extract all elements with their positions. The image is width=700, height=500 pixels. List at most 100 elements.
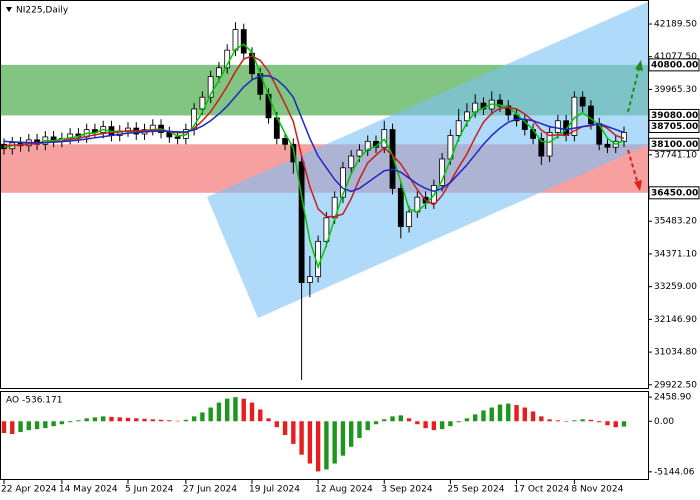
candle-body [216,67,222,78]
ao-bar [258,409,263,422]
indicator-name: AO [6,396,19,406]
ao-bar [92,417,98,422]
ao-bar [266,418,271,422]
symbol-icon [6,7,12,12]
level-text: 38705.00 [651,122,698,132]
ao-bar [555,420,561,422]
ao-bar [506,403,511,422]
ao-bar [233,397,238,422]
arrow-up [627,67,640,113]
candle-body [348,155,355,169]
ao-bar [225,398,230,422]
candle-body [554,120,561,133]
x-tick-label: 22 Apr 2024 [1,485,57,495]
ao-bar [514,405,519,422]
ao-bar [315,421,321,472]
ao-bar [43,421,48,429]
ao-bar [175,420,180,422]
candle-body [621,132,627,142]
y-tick-label: 29922.50 [654,380,697,390]
level-label: 38705.00 [648,119,700,133]
x-tick-label: 14 May 2024 [59,485,118,495]
candle-body [579,96,586,107]
ao-bar [1,421,7,434]
level-box [648,58,700,72]
ao-bar [357,421,362,438]
ao-bar [365,421,370,431]
x-tick-label: 5 Jun 2024 [125,485,174,495]
moving-average [3,74,625,193]
candle-body [166,132,173,138]
ao-bar [117,417,122,422]
candle-body [323,217,330,242]
level-box [648,119,700,133]
candle-body [497,99,503,107]
ao-bar [473,414,478,422]
ao-bar [134,418,139,422]
candle-body [298,161,305,283]
level-text: 38100.00 [651,140,698,150]
y-tick-label: 39965.30 [654,85,697,95]
ao-bar [125,417,131,422]
y-tick-label: 41077.50 [654,52,697,62]
candle-body [397,187,404,228]
ao-bar [191,416,197,422]
ao-bar [299,421,304,455]
ao-bar [340,421,346,456]
arrow-head [635,60,643,71]
x-tick-label: 19 Jul 2024 [249,485,300,495]
ao-bar [580,419,585,422]
ao-bar [200,412,205,422]
level-text: 40800.00 [651,60,698,70]
level-label: 36450.00 [648,186,700,200]
y-tick-label: 42189.50 [654,20,697,30]
ao-bar [464,418,470,422]
x-tick-label: 3 Sep 2024 [381,485,433,495]
ao-bar [373,421,379,425]
plot [1,22,627,380]
candle-body [232,29,239,51]
ao-bar [572,420,577,422]
ao-bar [398,415,403,422]
ao-bar [349,421,354,447]
candle-body [538,137,545,157]
x-tick-label: 8 Nov 2024 [571,485,623,495]
ao-bar [274,421,279,428]
candle-body [199,96,206,110]
ao-bar [26,421,31,431]
ao-bar [76,420,81,422]
ao-bar [597,421,602,423]
channel [207,1,648,318]
candle-body [174,136,181,139]
ao-bar [439,421,445,430]
ao-bar [456,421,461,423]
moving-average [3,55,625,218]
level-text: 39080.00 [651,111,698,121]
y-tick-label: 32146.90 [654,315,697,325]
ao-bar [423,421,428,429]
ao-bar [150,419,155,422]
ao-bar [431,421,437,431]
candle-body [588,105,594,125]
x-tick-label: 27 Jun 2024 [183,485,237,495]
ao-bar [621,421,627,427]
ao-bar [67,421,73,423]
ao-bar [547,419,552,422]
x-tick-label: 17 Oct 2024 [514,485,570,495]
ao-bar [497,404,503,422]
level-text: 36450.00 [651,188,698,198]
ao-bar [522,407,527,422]
ao-bar [167,420,172,422]
candle-body [546,132,553,157]
ao-bar [51,421,56,427]
ao-bar [406,418,412,422]
level-box [648,186,700,200]
level-label: 38100.00 [648,137,700,151]
ao-bar [415,421,420,425]
candle-body [340,167,346,198]
ao-bar [530,411,536,422]
y-tick-label: -5144.06 [654,467,695,477]
y-tick-label: 37741.10 [654,150,697,160]
indicator-value: -536.171 [22,396,62,406]
